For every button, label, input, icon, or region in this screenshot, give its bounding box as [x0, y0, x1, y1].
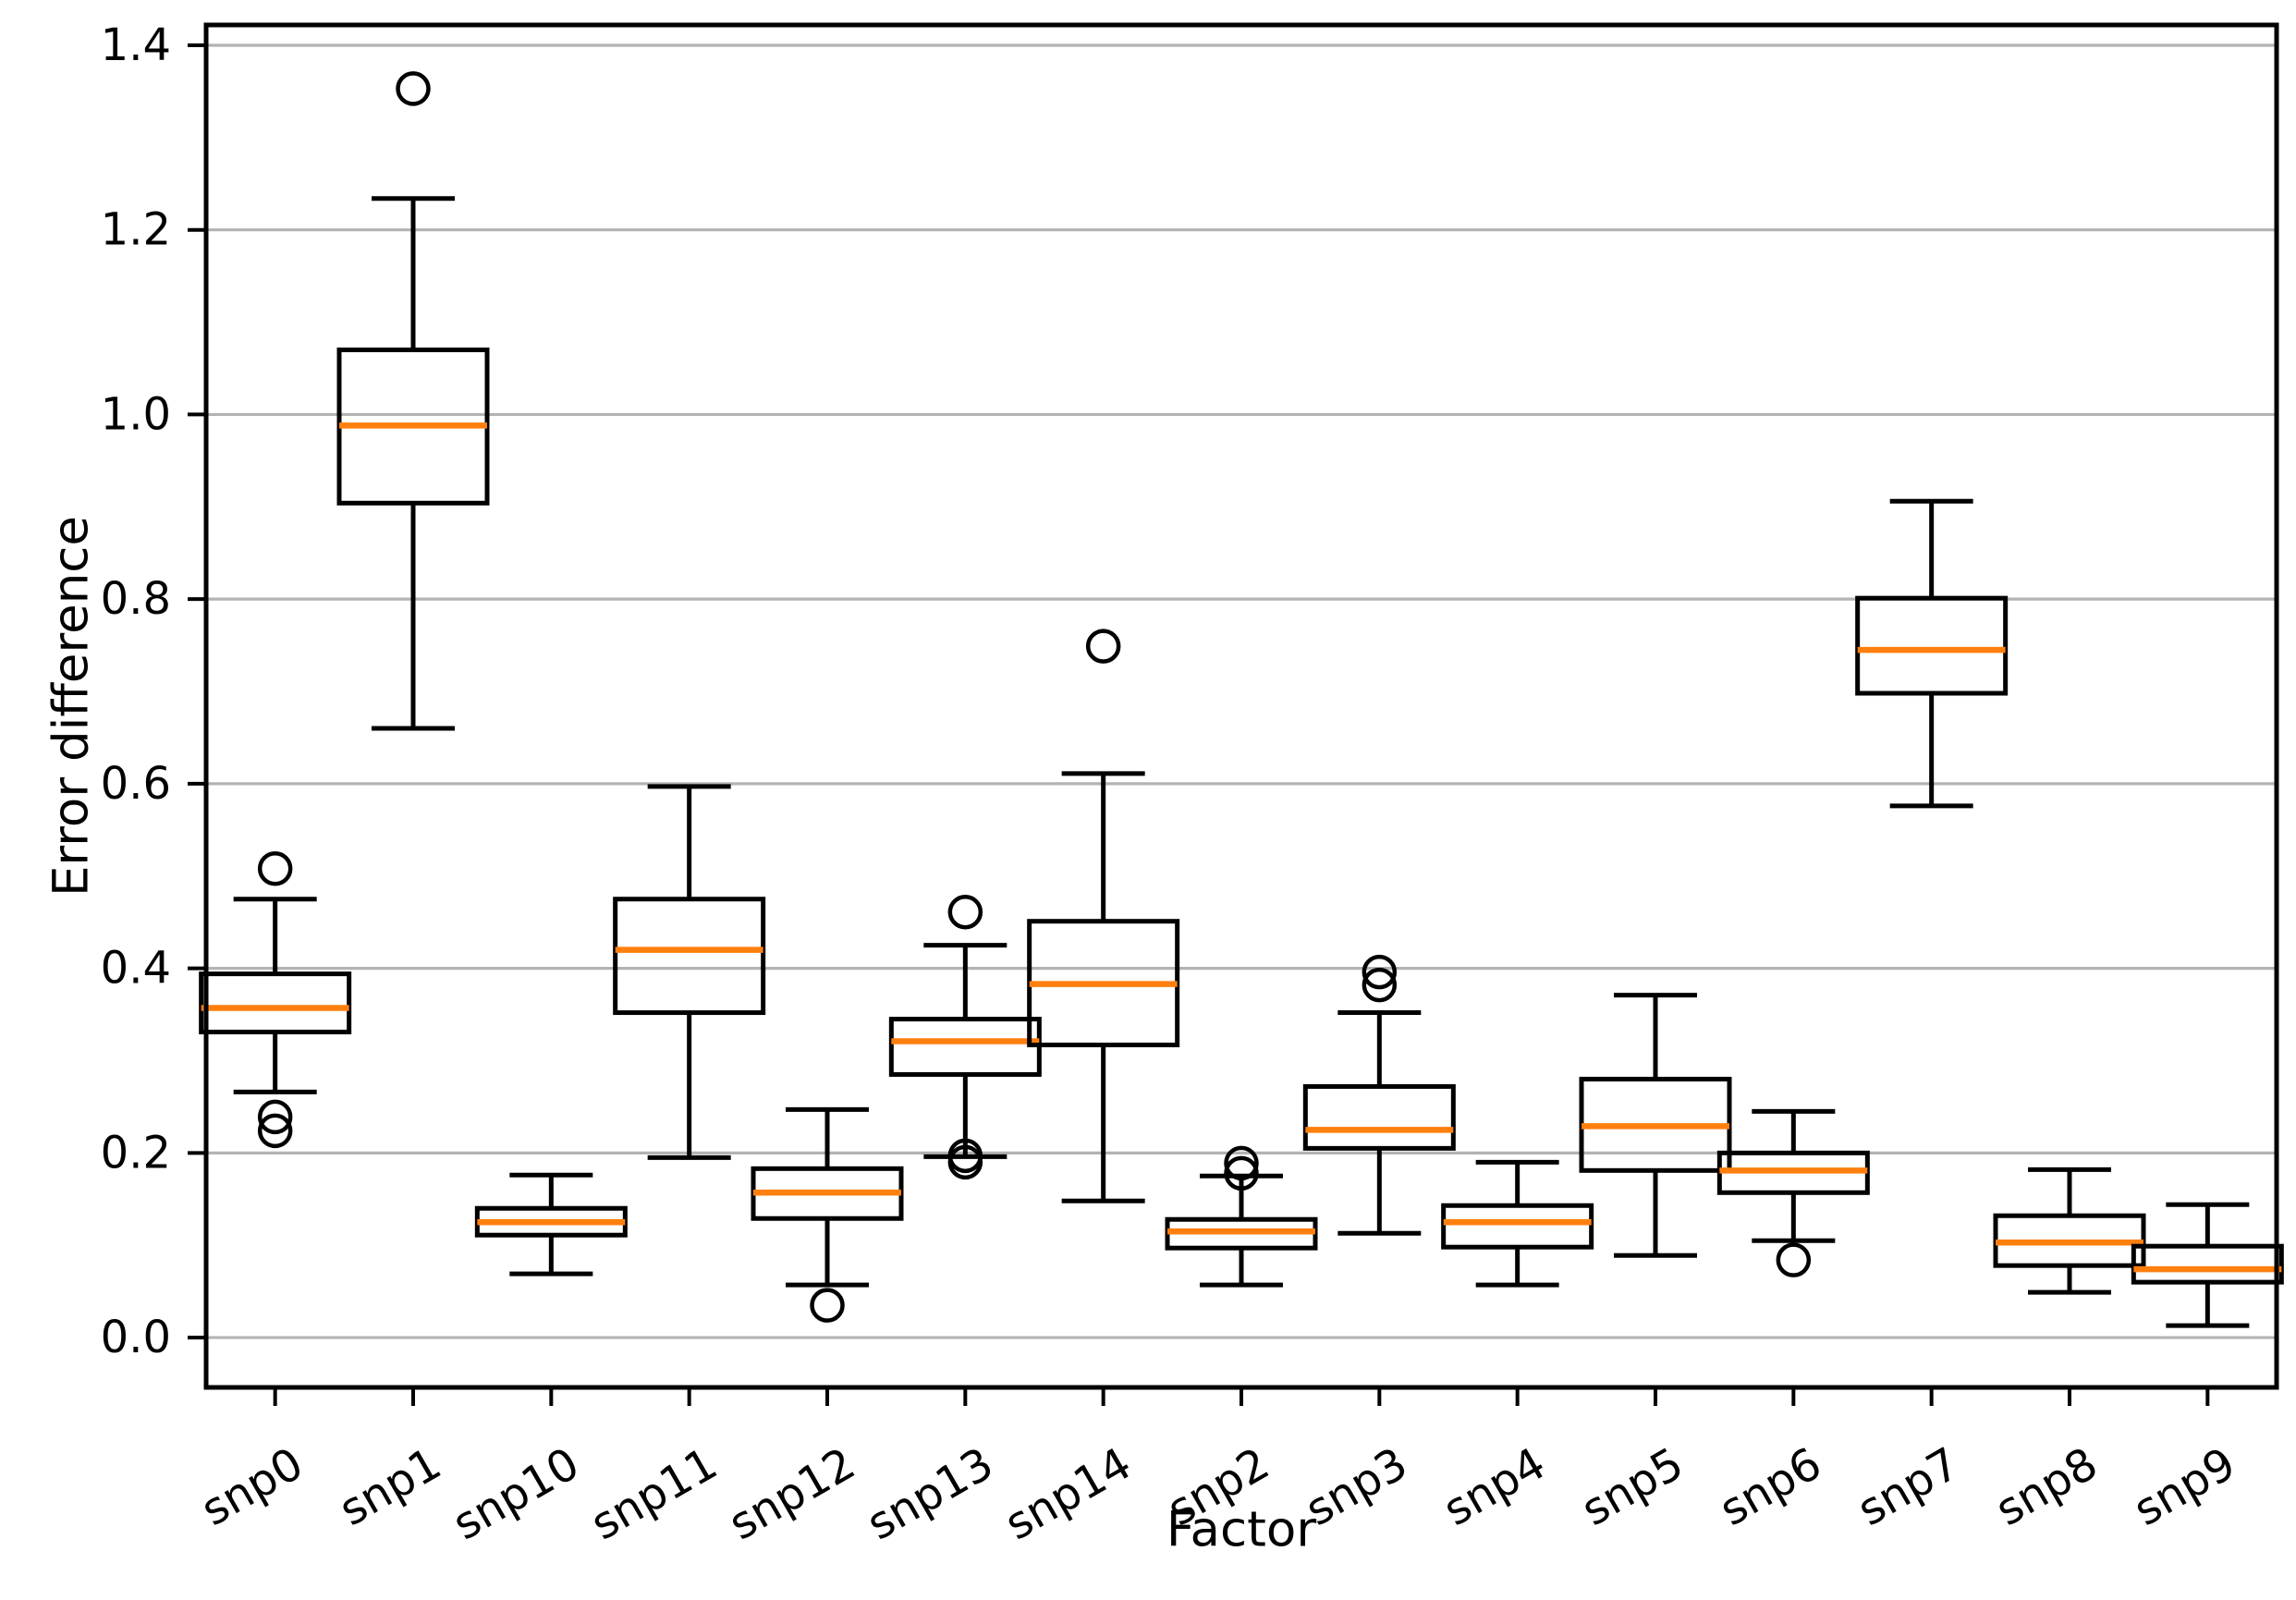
y-tick-label: 1.4: [101, 19, 171, 71]
outlier-marker: [810, 1288, 845, 1323]
box-snp3: [1302, 954, 1456, 1236]
iqr-box: [199, 971, 352, 1035]
box-snp13: [888, 894, 1042, 1180]
box-snp0: [199, 851, 352, 1149]
box-snp7: [1855, 498, 2009, 809]
outlier-marker: [947, 894, 983, 930]
box-snp14: [1027, 629, 1180, 1203]
grid-layer: [206, 43, 2277, 1339]
y-tick-label: 1.2: [101, 204, 171, 256]
box-snp8: [1993, 1166, 2146, 1295]
y-tick-label: 0.8: [101, 573, 171, 625]
box-snp1: [336, 71, 490, 731]
box-snp6: [1716, 1108, 1870, 1277]
outlier-marker: [257, 1113, 293, 1149]
iqr-box: [1441, 1203, 1594, 1250]
outlier-marker: [257, 851, 293, 886]
outlier-marker: [1224, 1155, 1259, 1191]
iqr-box: [2131, 1243, 2284, 1285]
outlier-marker: [1224, 1145, 1259, 1181]
iqr-box: [613, 897, 766, 1016]
outlier-marker: [1362, 954, 1398, 990]
outlier-marker: [947, 1144, 983, 1180]
boxes-layer: [199, 71, 2284, 1328]
outlier-marker: [257, 1099, 293, 1135]
iqr-box: [1855, 595, 2009, 696]
y-tick-label: 0.0: [101, 1312, 171, 1363]
box-snp4: [1441, 1159, 1594, 1288]
y-tick-label: 1.0: [101, 388, 171, 440]
box-snp2: [1165, 1145, 1318, 1288]
y-tick-label: 0.2: [101, 1127, 171, 1179]
y-axis-title: Error difference: [43, 515, 100, 898]
iqr-box: [1302, 1083, 1456, 1151]
outlier-marker: [1362, 967, 1398, 1003]
outlier-marker: [1085, 629, 1121, 664]
outlier-marker: [1776, 1242, 1812, 1277]
box-snp9: [2131, 1202, 2284, 1328]
box-snp10: [474, 1172, 628, 1276]
box-snp12: [751, 1106, 904, 1323]
y-tick-label: 0.4: [101, 943, 171, 995]
box-snp11: [613, 784, 766, 1160]
box-snp5: [1579, 993, 1732, 1258]
plot-frame: [203, 22, 2279, 1390]
x-axis-title: Factor: [1166, 1501, 1317, 1558]
outlier-marker: [396, 71, 431, 106]
y-tick-label: 0.6: [101, 758, 171, 810]
